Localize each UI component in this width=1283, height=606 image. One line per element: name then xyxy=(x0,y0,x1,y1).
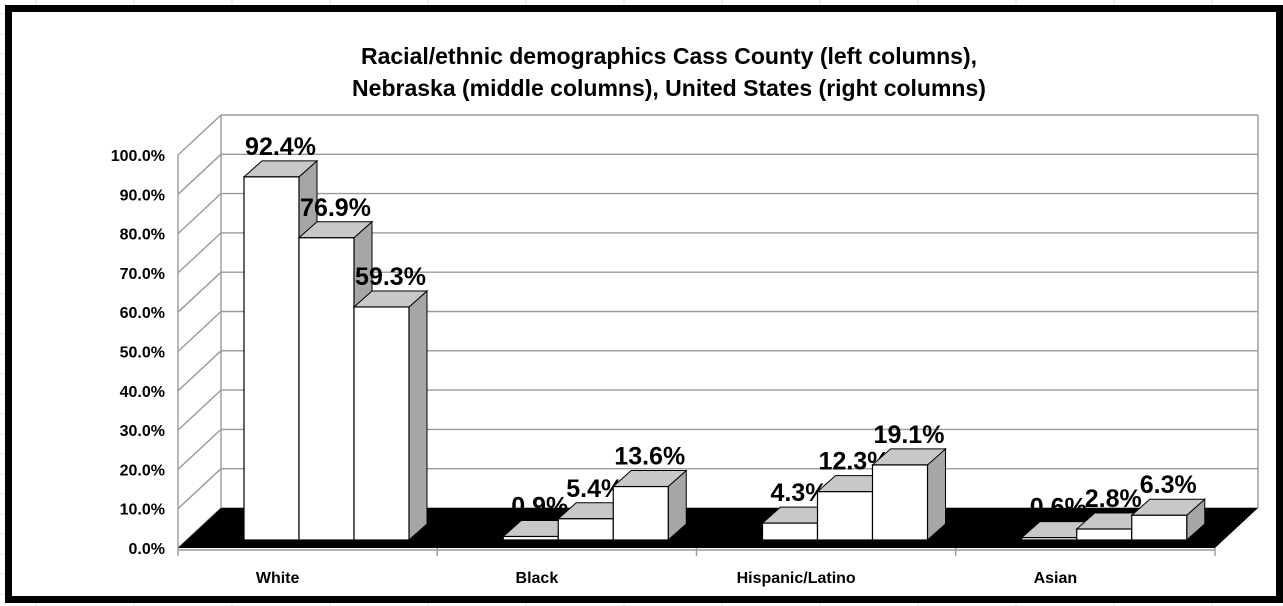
side-wall-gridline xyxy=(177,232,222,274)
y-tick-label: 60.0% xyxy=(120,305,165,322)
side-wall-gridline xyxy=(177,153,222,195)
bar-asian-series-1[interactable] xyxy=(1021,537,1078,541)
plot-layer: 0.0% 10.0% 20.0% 30.0% 40.0% 50.0% 60.0% 70.0% 8… xyxy=(111,114,1259,587)
bar-asian-series-2[interactable] xyxy=(1076,528,1133,541)
bar-white-series-3[interactable] xyxy=(353,306,410,541)
x-category-label: Hispanic/Latino xyxy=(737,570,856,587)
chart-plot: Racial/ethnic demographics Cass County (… xyxy=(111,43,1259,587)
side-wall-gridline xyxy=(177,468,222,510)
data-label: 59.3% xyxy=(355,263,426,291)
y-tick-label: 30.0% xyxy=(120,423,165,440)
x-category-label: Black xyxy=(516,570,559,587)
side-wall-gridline xyxy=(177,389,222,431)
y-tick-label: 80.0% xyxy=(120,227,165,244)
bar-black-series-3[interactable] xyxy=(612,485,669,541)
chart-title-line-2: Nebraska (middle columns), United States… xyxy=(352,75,986,101)
data-label: 13.6% xyxy=(614,443,685,471)
bar-hispanic-latino-series-3[interactable] xyxy=(871,464,929,541)
side-wall-gridline xyxy=(177,193,222,235)
side-wall-gridline xyxy=(177,428,222,470)
y-tick-label: 100.0% xyxy=(111,148,165,165)
bar-asian-series-3[interactable] xyxy=(1131,514,1188,541)
bar-hispanic-latino-series-2[interactable] xyxy=(816,491,874,541)
chart-title-line-1: Racial/ethnic demographics Cass County (… xyxy=(361,43,977,69)
chart-area[interactable]: Racial/ethnic demographics Cass County (… xyxy=(5,5,1283,603)
bar-white-series-2[interactable] xyxy=(298,237,355,541)
x-category-label: White xyxy=(256,570,300,587)
data-label: 6.3% xyxy=(1140,471,1197,499)
y-tick-label: 20.0% xyxy=(120,462,165,479)
data-label: 0.9% xyxy=(511,492,568,520)
y-tick-label: 0.0% xyxy=(129,541,165,558)
side-wall-gridline xyxy=(177,350,222,392)
y-tick-label: 90.0% xyxy=(120,187,165,204)
y-tick-label: 10.0% xyxy=(120,502,165,519)
x-category-label: Asian xyxy=(1034,570,1078,587)
side-wall-gridline xyxy=(177,310,222,353)
bar-hispanic-latino-series-1[interactable] xyxy=(761,522,819,541)
data-label: 2.8% xyxy=(1085,485,1142,513)
data-label: 92.4% xyxy=(245,133,316,161)
y-tick-label: 50.0% xyxy=(120,345,165,362)
data-label: 76.9% xyxy=(300,194,371,222)
y-tick-label: 40.0% xyxy=(120,384,165,401)
bar-black-series-2[interactable] xyxy=(557,518,614,541)
bar-black-series-1[interactable] xyxy=(502,535,559,541)
data-label: 0.6% xyxy=(1030,494,1087,522)
side-wall-gridline xyxy=(177,271,222,313)
bar-white-series-1[interactable] xyxy=(243,176,300,541)
bar-side-white-s3 xyxy=(408,289,428,542)
chart-floor xyxy=(178,508,1258,548)
side-wall-gridline xyxy=(177,114,222,156)
data-label: 19.1% xyxy=(874,421,945,449)
y-tick-label: 70.0% xyxy=(120,266,165,283)
